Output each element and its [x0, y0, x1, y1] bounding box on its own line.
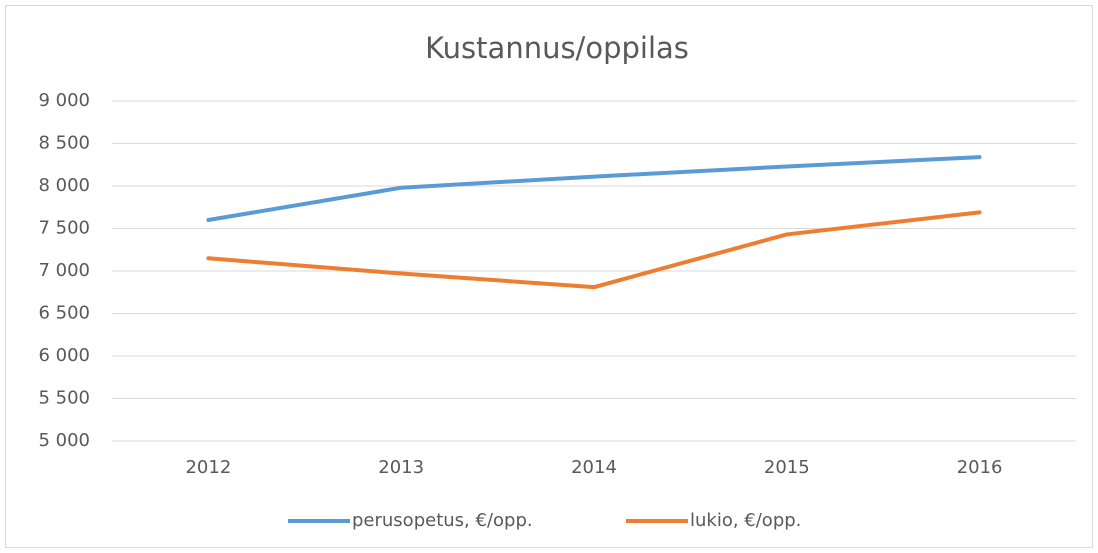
y-tick-label: 8 000 — [38, 175, 90, 196]
y-tick-label: 5 000 — [38, 430, 90, 451]
x-tick-label: 2012 — [185, 457, 231, 478]
x-tick-label: 2013 — [378, 457, 424, 478]
y-tick-label: 6 500 — [38, 303, 90, 324]
chart-title: Kustannus/oppilas — [425, 31, 689, 65]
y-tick-label: 7 500 — [38, 218, 90, 239]
data-line — [206, 155, 982, 222]
y-tick-label: 8 500 — [38, 133, 90, 154]
data-line — [206, 210, 982, 290]
legend-label: lukio, €/opp. — [690, 510, 801, 531]
legend-label: perusopetus, €/opp. — [352, 510, 533, 531]
x-tick-label: 2015 — [764, 457, 810, 478]
y-tick-label: 9 000 — [38, 90, 90, 111]
x-tick-label: 2016 — [957, 457, 1003, 478]
x-tick-label: 2014 — [571, 457, 617, 478]
y-tick-label: 7 000 — [38, 260, 90, 281]
y-tick-label: 6 000 — [38, 345, 90, 366]
chart-border — [5, 5, 1093, 548]
y-tick-label: 5 500 — [38, 388, 90, 409]
